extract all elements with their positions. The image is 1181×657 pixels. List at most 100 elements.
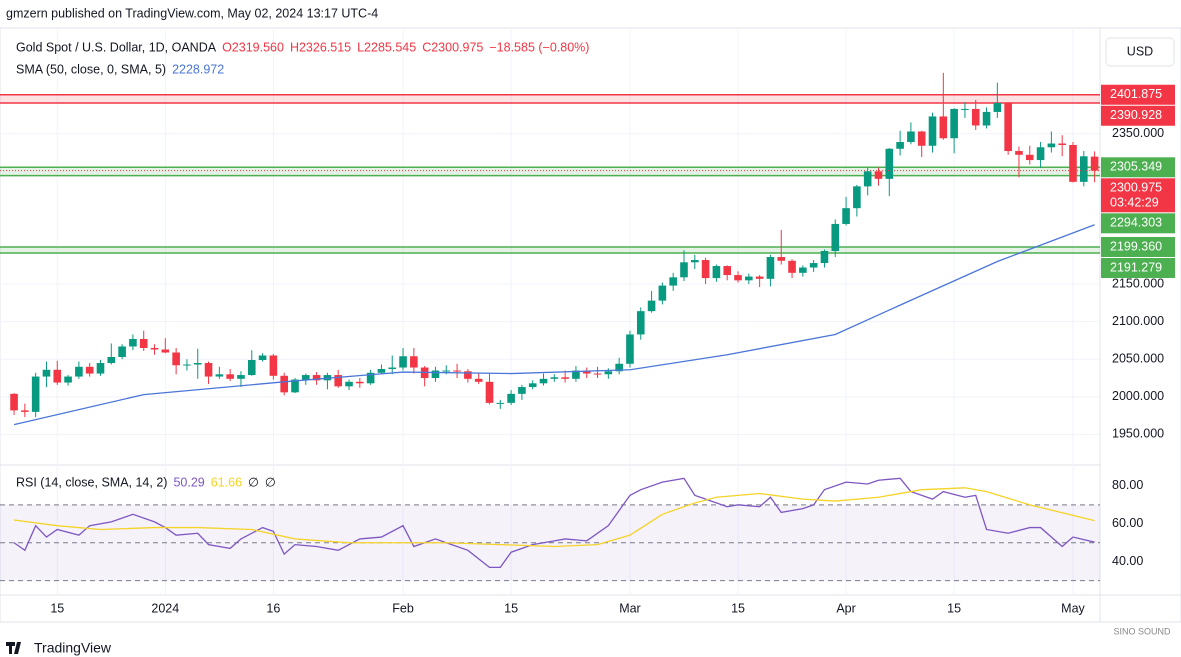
price-label: 2294.303 <box>1110 216 1162 230</box>
candle-body <box>507 393 515 403</box>
candle-body <box>247 360 256 376</box>
candle-body <box>442 370 451 372</box>
candle-body <box>258 355 267 361</box>
price-label: 2305.349 <box>1110 160 1162 174</box>
candle-body <box>896 142 904 149</box>
price-label-box <box>1101 105 1175 126</box>
candle-body <box>820 251 829 264</box>
empty-mark: ∅ <box>248 475 259 489</box>
rsi-tick-label: 80.00 <box>1112 478 1143 492</box>
empty-mark: ∅ <box>265 475 276 489</box>
candle-body <box>680 262 688 278</box>
rsi-value: 50.29 <box>173 475 204 489</box>
footer-brand: TradingView <box>34 640 112 656</box>
symbol: Gold Spot / U.S. Dollar, 1D, OANDA <box>16 40 217 54</box>
x-tick-label: 16 <box>266 601 280 615</box>
candle-body <box>85 366 94 374</box>
currency-box[interactable] <box>1105 37 1175 67</box>
price-label: 2390.928 <box>1110 108 1162 122</box>
candle-body <box>971 108 980 126</box>
candle-body <box>853 186 861 209</box>
candle-body <box>129 338 137 347</box>
candle-body <box>1069 145 1077 182</box>
currency: USD <box>1127 44 1153 58</box>
candle-body <box>745 276 753 281</box>
candle-body <box>172 352 180 366</box>
candle-body <box>431 370 440 379</box>
candle-body <box>377 369 386 373</box>
candle-body <box>755 276 764 279</box>
candle-body <box>42 369 51 377</box>
candle-body <box>982 111 991 126</box>
candle-body <box>139 338 148 348</box>
candle-body <box>842 208 850 224</box>
candle-body <box>388 367 397 370</box>
candle-body <box>766 257 775 279</box>
ohlc: L2285.545 <box>357 40 416 54</box>
candle-body <box>669 277 677 286</box>
candle-body <box>582 370 591 374</box>
candle-body <box>885 148 894 179</box>
published-note: gmzern published on TradingView.com, May… <box>6 6 378 20</box>
candle-body <box>485 381 494 403</box>
x-tick-label: Feb <box>392 601 414 615</box>
sma-line <box>13 224 1095 426</box>
candle-body <box>658 285 667 301</box>
price-label-box <box>1101 84 1175 105</box>
zone <box>0 94 1100 103</box>
price-label-box <box>1101 257 1175 278</box>
candle-body <box>993 102 1002 112</box>
y-tick-label: 2000.000 <box>1112 389 1164 403</box>
candle-body <box>53 369 62 383</box>
candle-body <box>928 116 937 146</box>
price-label: 2300.975 <box>1110 181 1162 195</box>
candle-body <box>183 364 191 366</box>
plot: 15 2024 16 Feb 15 Mar 15 Apr 15 May 1950.000 2000.0… <box>0 30 1175 615</box>
x-tick-label: 15 <box>504 601 518 615</box>
candle-body <box>701 260 710 279</box>
candle-body <box>734 275 742 281</box>
rsi-tick-label: 40.00 <box>1112 554 1143 568</box>
candle-body <box>496 402 505 404</box>
candle-body <box>193 363 202 365</box>
candle-body <box>399 356 407 368</box>
candle-body <box>75 366 83 377</box>
frame <box>0 27 1181 623</box>
candle-body <box>626 334 634 364</box>
candle-body <box>366 372 375 384</box>
y-tick-label: 2100.000 <box>1112 314 1164 328</box>
candle-body <box>269 355 278 376</box>
candle-body <box>615 363 623 372</box>
price-label: 2401.875 <box>1110 87 1162 101</box>
candle-body <box>118 346 126 358</box>
price-label-box <box>1101 213 1175 234</box>
candle-body <box>410 356 418 368</box>
price-label-box <box>1101 157 1175 178</box>
candle-body <box>334 375 343 387</box>
candle-body <box>690 260 699 263</box>
candle-body <box>809 263 818 268</box>
watermark: SINO SOUND <box>1113 626 1171 636</box>
candle-body <box>777 257 786 261</box>
candle-body <box>1058 143 1066 146</box>
candle-body <box>301 375 310 380</box>
y-tick-label: 2050.000 <box>1112 352 1164 366</box>
rsi-line <box>13 487 1095 548</box>
candle-body <box>280 375 288 393</box>
candle-body <box>291 379 299 393</box>
candle-body <box>799 267 807 273</box>
candle-body <box>961 108 969 110</box>
price-label-box <box>1101 236 1175 257</box>
candle-body <box>312 375 321 381</box>
ohlc: C2300.975 <box>422 40 483 54</box>
ohlc: O2319.560 <box>222 40 284 54</box>
candle-body <box>10 393 18 411</box>
candle-body <box>1079 156 1088 182</box>
price-label: 2191.279 <box>1110 260 1162 274</box>
candle-body <box>1004 102 1012 152</box>
candle-body <box>950 108 958 139</box>
x-tick-label: Apr <box>836 601 855 615</box>
x-tick-label: 2024 <box>151 601 179 615</box>
candle-body <box>917 131 926 146</box>
